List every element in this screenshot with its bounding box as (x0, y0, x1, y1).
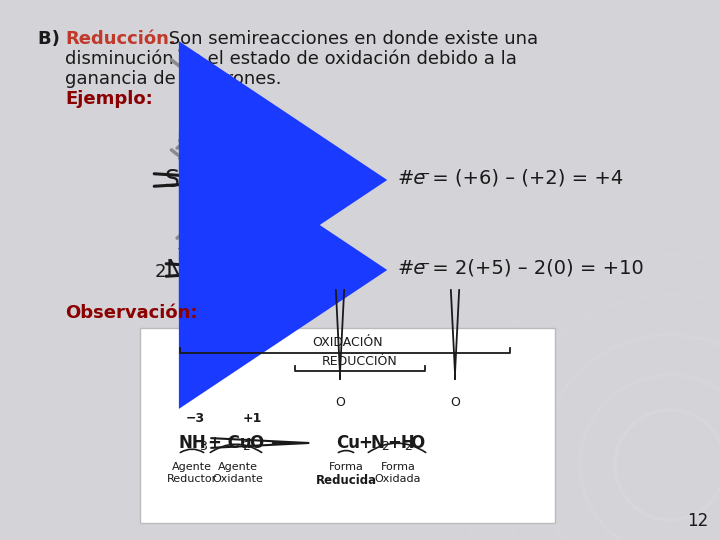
Text: O: O (450, 396, 460, 409)
Text: 3: 3 (199, 440, 207, 453)
Text: +: + (358, 434, 372, 452)
Text: 0: 0 (279, 242, 288, 256)
Text: B): B) (38, 30, 73, 48)
Text: Observación:: Observación: (65, 304, 197, 322)
Text: 2: 2 (313, 270, 323, 285)
Text: Forma: Forma (381, 462, 415, 472)
Text: Reducción.: Reducción. (65, 30, 176, 48)
Text: +1: +1 (243, 411, 261, 424)
Text: O: O (335, 396, 345, 409)
Text: Cu: Cu (336, 434, 360, 452)
Text: Agente: Agente (172, 462, 212, 472)
FancyBboxPatch shape (140, 328, 555, 523)
Text: +H: +H (387, 434, 415, 452)
Text: 2: 2 (381, 440, 389, 453)
Text: 2: 2 (242, 440, 250, 453)
Text: −: − (232, 169, 246, 187)
Text: Ejemplo:: Ejemplo: (65, 90, 153, 108)
Text: Reducida: Reducida (315, 474, 377, 487)
Text: +6: +6 (177, 152, 197, 166)
Text: S: S (284, 168, 299, 192)
Text: O: O (410, 434, 424, 452)
Circle shape (238, 404, 266, 432)
Text: Forma: Forma (328, 462, 364, 472)
Text: −3: −3 (186, 411, 204, 424)
Text: disminuye: disminuye (192, 200, 268, 215)
Text: disminución en el estado de oxidación debido a la: disminución en el estado de oxidación de… (65, 50, 517, 68)
Text: 2: 2 (155, 263, 166, 281)
Text: REDUCCIÓN: REDUCCIÓN (322, 355, 398, 368)
Text: O: O (249, 434, 264, 452)
Text: +2: +2 (267, 152, 287, 166)
Text: Son semireacciones en donde existe una: Son semireacciones en donde existe una (163, 30, 538, 48)
Text: = 2(+5) – 2(0) = +10: = 2(+5) – 2(0) = +10 (426, 259, 644, 278)
Text: disminuye: disminuye (192, 111, 268, 125)
Text: ganancia de electrones.: ganancia de electrones. (65, 70, 282, 88)
Text: = (+6) – (+2) = +4: = (+6) – (+2) = +4 (426, 169, 624, 188)
Text: −: − (419, 167, 431, 181)
Text: N: N (370, 434, 384, 452)
Text: +5: +5 (177, 242, 197, 256)
Text: + Cu: + Cu (208, 434, 251, 452)
Text: Oxidada: Oxidada (374, 474, 421, 484)
Text: Oxidante: Oxidante (212, 474, 264, 484)
Text: Reductor: Reductor (167, 474, 217, 484)
Text: OXIDACIÓN: OXIDACIÓN (312, 336, 383, 349)
Text: −: − (419, 257, 431, 271)
Text: N: N (296, 258, 314, 282)
Text: Agente: Agente (218, 462, 258, 472)
Text: N + 10e: N + 10e (166, 258, 263, 282)
Circle shape (181, 404, 209, 432)
Text: 12: 12 (687, 512, 708, 530)
Text: #e: #e (398, 259, 426, 278)
Text: #e: #e (398, 169, 426, 188)
Text: 2: 2 (404, 440, 412, 453)
Text: −: − (248, 259, 262, 277)
Text: NH: NH (178, 434, 206, 452)
Text: S + 4e: S + 4e (165, 168, 244, 192)
